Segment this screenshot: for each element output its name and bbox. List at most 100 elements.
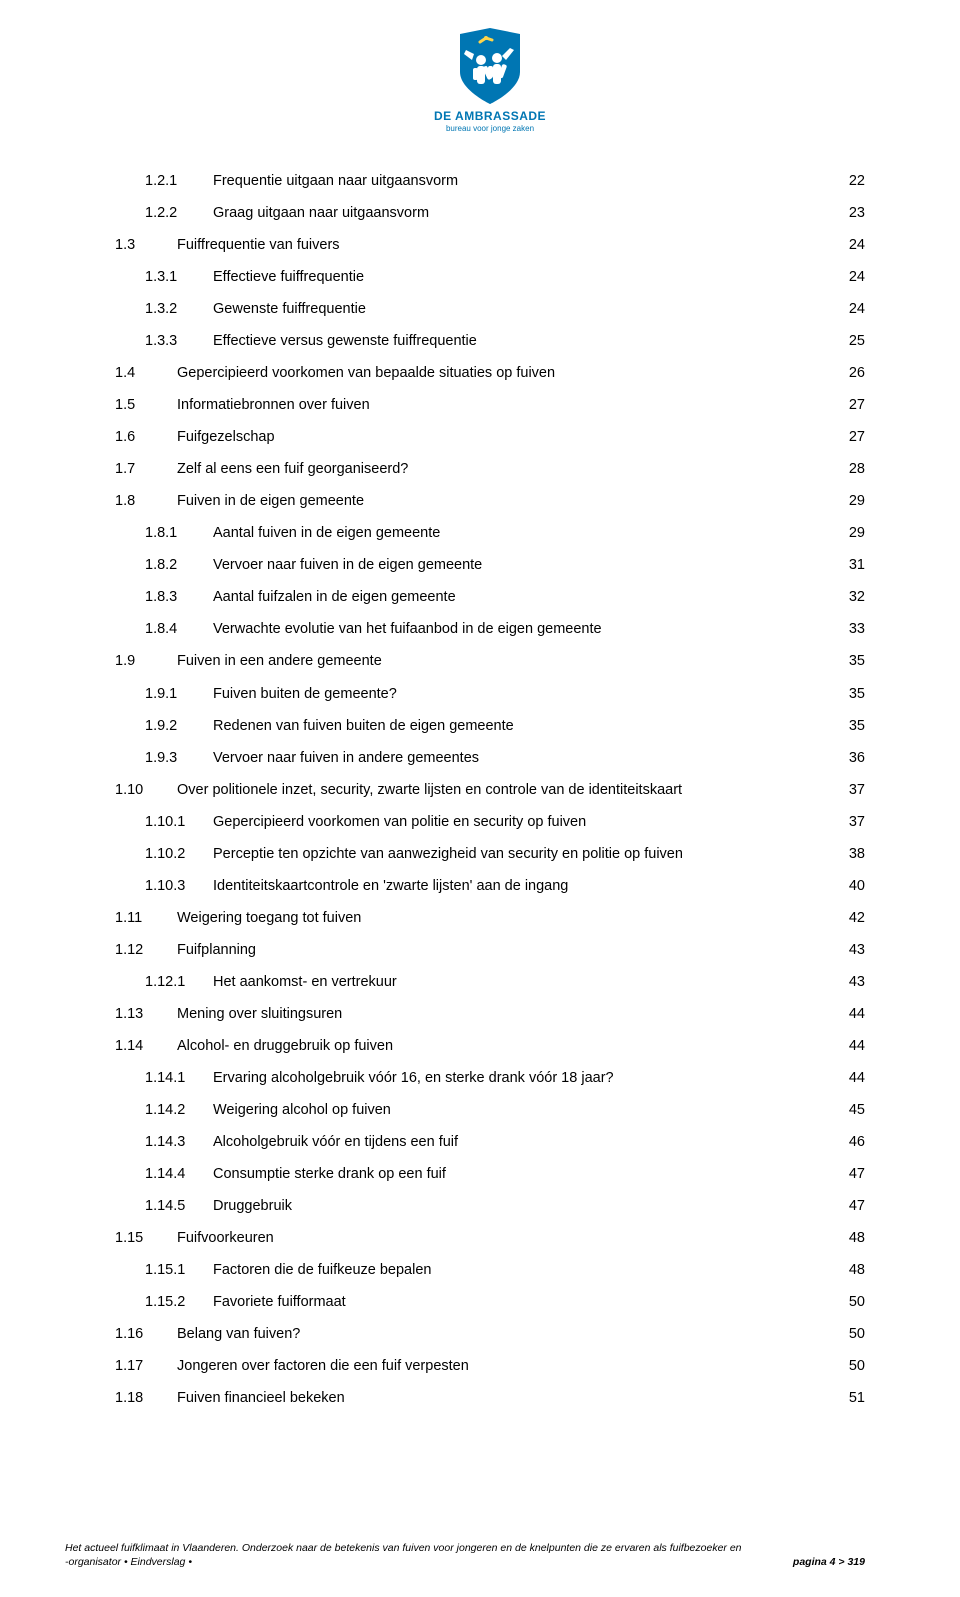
- toc-entry-number: 1.14.3: [145, 1133, 213, 1152]
- toc-entry-number: 1.9.1: [145, 685, 213, 704]
- toc-entry-number: 1.12.1: [145, 973, 213, 992]
- logo: DE AMBRASSADE bureau voor jonge zaken: [115, 28, 865, 136]
- toc-entry-title: Perceptie ten opzichte van aanwezigheid …: [213, 845, 683, 864]
- toc-entry-title: Redenen van fuiven buiten de eigen gemee…: [213, 717, 514, 736]
- toc-entry-title: Over politionele inzet, security, zwarte…: [177, 781, 682, 800]
- toc-entry-number: 1.8.2: [145, 556, 213, 575]
- toc-entry[interactable]: 1.8Fuiven in de eigen gemeente29: [115, 492, 865, 511]
- toc-entry[interactable]: 1.8.1Aantal fuiven in de eigen gemeente2…: [115, 524, 865, 543]
- toc-entry-title: Identiteitskaartcontrole en 'zwarte lijs…: [213, 877, 568, 896]
- toc-entry-title: Gepercipieerd voorkomen van bepaalde sit…: [177, 364, 555, 383]
- toc-entry[interactable]: 1.3Fuiffrequentie van fuivers24: [115, 236, 865, 255]
- toc-entry-page: 36: [845, 749, 865, 768]
- toc-entry-number: 1.2.1: [145, 172, 213, 191]
- toc-entry[interactable]: 1.8.3Aantal fuifzalen in de eigen gemeen…: [115, 588, 865, 607]
- toc-entry[interactable]: 1.10.2Perceptie ten opzichte van aanwezi…: [115, 845, 865, 864]
- toc-entry[interactable]: 1.17Jongeren over factoren die een fuif …: [115, 1357, 865, 1376]
- toc-entry[interactable]: 1.12.1Het aankomst- en vertrekuur43: [115, 973, 865, 992]
- toc-entry[interactable]: 1.15Fuifvoorkeuren 48: [115, 1229, 865, 1248]
- toc-entry-title: Fuifplanning: [177, 941, 256, 960]
- toc-entry[interactable]: 1.15.2Favoriete fuifformaat50: [115, 1293, 865, 1312]
- toc-entry-page: 44: [845, 1037, 865, 1056]
- toc-entry[interactable]: 1.18Fuiven financieel bekeken51: [115, 1389, 865, 1408]
- toc-entry[interactable]: 1.8.4Verwachte evolutie van het fuifaanb…: [115, 620, 865, 639]
- toc-entry-number: 1.14.5: [145, 1197, 213, 1216]
- toc-entry[interactable]: 1.14.2Weigering alcohol op fuiven45: [115, 1101, 865, 1120]
- toc-entry-number: 1.15: [115, 1229, 177, 1248]
- toc-entry[interactable]: 1.10Over politionele inzet, security, zw…: [115, 781, 865, 800]
- toc-entry[interactable]: 1.7Zelf al eens een fuif georganiseerd?2…: [115, 460, 865, 479]
- footer-line-2-left: -organisator • Eindverslag •: [65, 1555, 192, 1569]
- toc-entry-title: Factoren die de fuifkeuze bepalen: [213, 1261, 431, 1280]
- toc-entry[interactable]: 1.10.1Gepercipieerd voorkomen van politi…: [115, 813, 865, 832]
- toc-entry-page: 25: [845, 332, 865, 351]
- toc-entry-page: 33: [845, 620, 865, 639]
- toc-entry-page: 28: [845, 460, 865, 479]
- toc-entry-page: 48: [845, 1229, 865, 1248]
- toc-entry-number: 1.14: [115, 1037, 177, 1056]
- toc-entry-page: 48: [845, 1261, 865, 1280]
- toc-entry[interactable]: 1.14Alcohol- en druggebruik op fuiven44: [115, 1037, 865, 1056]
- toc-entry[interactable]: 1.3.1Effectieve fuiffrequentie24: [115, 268, 865, 287]
- toc-entry-page: 47: [845, 1165, 865, 1184]
- toc-entry[interactable]: 1.11Weigering toegang tot fuiven42: [115, 909, 865, 928]
- toc-entry-number: 1.10.3: [145, 877, 213, 896]
- toc-entry-title: Fuiven financieel bekeken: [177, 1389, 345, 1408]
- toc-entry-number: 1.9.3: [145, 749, 213, 768]
- toc-entry[interactable]: 1.14.5Druggebruik47: [115, 1197, 865, 1216]
- toc-entry-page: 46: [845, 1133, 865, 1152]
- toc-entry-number: 1.16: [115, 1325, 177, 1344]
- toc-entry[interactable]: 1.13Mening over sluitingsuren44: [115, 1005, 865, 1024]
- toc-entry-title: Graag uitgaan naar uitgaansvorm: [213, 204, 429, 223]
- toc-entry[interactable]: 1.3.2Gewenste fuiffrequentie24: [115, 300, 865, 319]
- toc-entry[interactable]: 1.5Informatiebronnen over fuiven27: [115, 396, 865, 415]
- toc-entry-page: 45: [845, 1101, 865, 1120]
- toc-entry[interactable]: 1.10.3Identiteitskaartcontrole en 'zwart…: [115, 877, 865, 896]
- toc-entry-page: 44: [845, 1005, 865, 1024]
- toc-entry[interactable]: 1.9.2Redenen van fuiven buiten de eigen …: [115, 717, 865, 736]
- toc-entry-title: Fuifvoorkeuren: [177, 1229, 274, 1248]
- toc-entry-page: 43: [845, 941, 865, 960]
- toc-entry[interactable]: 1.9.1Fuiven buiten de gemeente?35: [115, 685, 865, 704]
- toc-entry-title: Effectieve versus gewenste fuiffrequenti…: [213, 332, 477, 351]
- toc-entry-number: 1.8.3: [145, 588, 213, 607]
- toc-entry[interactable]: 1.9Fuiven in een andere gemeente35: [115, 652, 865, 671]
- toc-entry-page: 43: [845, 973, 865, 992]
- footer: Het actueel fuifklimaat in Vlaanderen. O…: [65, 1541, 865, 1569]
- toc-entry[interactable]: 1.4Gepercipieerd voorkomen van bepaalde …: [115, 364, 865, 383]
- toc-entry[interactable]: 1.2.2Graag uitgaan naar uitgaansvorm23: [115, 204, 865, 223]
- toc-entry-page: 22: [845, 172, 865, 191]
- toc-entry[interactable]: 1.15.1Factoren die de fuifkeuze bepalen4…: [115, 1261, 865, 1280]
- toc-entry[interactable]: 1.9.3Vervoer naar fuiven in andere gemee…: [115, 749, 865, 768]
- toc-entry[interactable]: 1.16Belang van fuiven?50: [115, 1325, 865, 1344]
- toc-entry[interactable]: 1.3.3Effectieve versus gewenste fuiffreq…: [115, 332, 865, 351]
- toc-entry-page: 29: [845, 492, 865, 511]
- toc-entry-number: 1.2.2: [145, 204, 213, 223]
- toc-entry[interactable]: 1.14.3Alcoholgebruik vóór en tijdens een…: [115, 1133, 865, 1152]
- toc-entry-page: 24: [845, 300, 865, 319]
- toc-entry-number: 1.11: [115, 909, 177, 928]
- toc-entry-number: 1.13: [115, 1005, 177, 1024]
- table-of-contents: 1.2.1Frequentie uitgaan naar uitgaansvor…: [115, 172, 865, 1408]
- toc-entry[interactable]: 1.12Fuifplanning43: [115, 941, 865, 960]
- toc-entry[interactable]: 1.14.1Ervaring alcoholgebruik vóór 16, e…: [115, 1069, 865, 1088]
- logo-name: DE AMBRASSADE: [434, 109, 546, 123]
- toc-entry[interactable]: 1.2.1Frequentie uitgaan naar uitgaansvor…: [115, 172, 865, 191]
- toc-entry-number: 1.17: [115, 1357, 177, 1376]
- toc-entry-title: Druggebruik: [213, 1197, 292, 1216]
- toc-entry-number: 1.9: [115, 652, 177, 671]
- toc-entry[interactable]: 1.14.4Consumptie sterke drank op een fui…: [115, 1165, 865, 1184]
- toc-entry-title: Vervoer naar fuiven in andere gemeentes: [213, 749, 479, 768]
- toc-entry-title: Zelf al eens een fuif georganiseerd?: [177, 460, 408, 479]
- toc-entry-title: Aantal fuiven in de eigen gemeente: [213, 524, 440, 543]
- toc-entry[interactable]: 1.6Fuifgezelschap27: [115, 428, 865, 447]
- toc-entry-number: 1.3.2: [145, 300, 213, 319]
- toc-entry-number: 1.8.4: [145, 620, 213, 639]
- toc-entry-page: 37: [845, 813, 865, 832]
- toc-entry-number: 1.18: [115, 1389, 177, 1408]
- toc-entry-page: 40: [845, 877, 865, 896]
- toc-entry-page: 35: [845, 652, 865, 671]
- logo-tagline: bureau voor jonge zaken: [434, 124, 546, 133]
- toc-entry-title: Ervaring alcoholgebruik vóór 16, en ster…: [213, 1069, 614, 1088]
- toc-entry[interactable]: 1.8.2Vervoer naar fuiven in de eigen gem…: [115, 556, 865, 575]
